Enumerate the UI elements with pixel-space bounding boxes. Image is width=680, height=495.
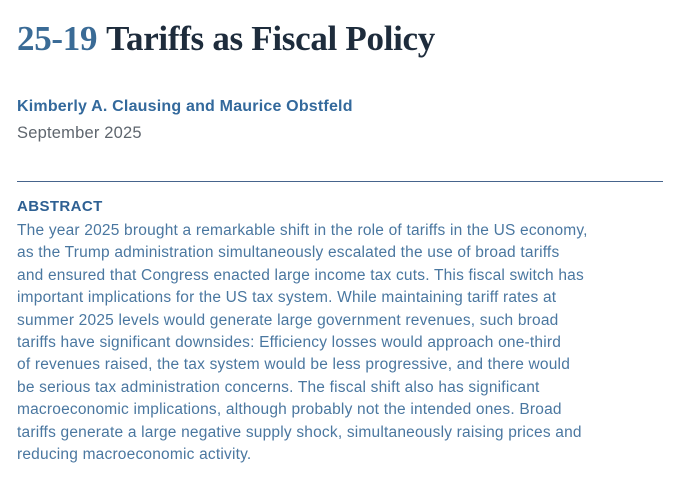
author-byline: Kimberly A. Clausing and Maurice Obstfel… — [17, 97, 663, 117]
author-link-clausing[interactable]: Kimberly A. Clausing — [17, 98, 182, 115]
paper-title: 25-19 Tariffs as Fiscal Policy — [17, 17, 663, 61]
report-number: 25-19 — [17, 19, 98, 58]
abstract-text: The year 2025 brought a remarkable shift… — [17, 222, 588, 464]
abstract-heading: ABSTRACT — [17, 198, 103, 215]
divider — [17, 181, 663, 182]
paper-page: 25-19 Tariffs as Fiscal Policy Kimberly A… — [0, 17, 680, 495]
authors-connector: and — [181, 98, 220, 115]
publication-date: September 2025 — [17, 124, 142, 142]
paper-title-text: Tariffs as Fiscal Policy — [106, 19, 435, 58]
author-link-obstfeld[interactable]: Maurice Obstfeld — [219, 98, 353, 115]
